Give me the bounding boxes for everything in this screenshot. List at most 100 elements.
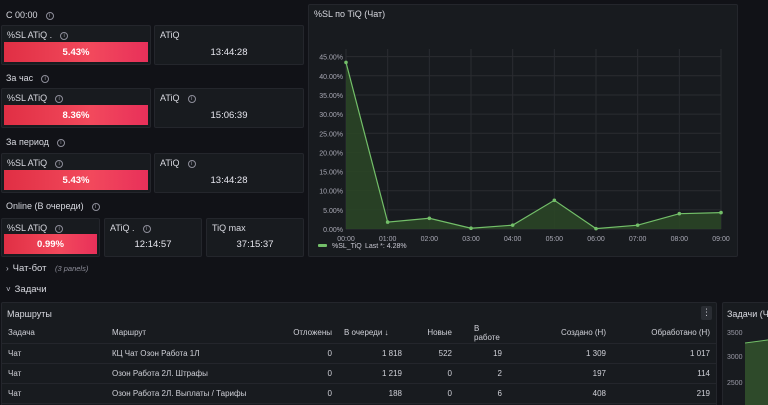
data-point (594, 226, 598, 231)
x-tick-label: 00:00 (337, 236, 355, 243)
info-icon[interactable]: i (187, 159, 196, 168)
cell-queue: 188 (338, 383, 408, 404)
y-tick: 3500 (727, 330, 743, 337)
col-header[interactable]: Обработано (Н) (612, 323, 716, 344)
info-icon[interactable]: i (55, 94, 64, 103)
cell-task: Чат (2, 343, 106, 364)
atiq-value: 13:44:28 (210, 174, 248, 186)
cell-route: КЦ Чат Озон Работа 1Л (106, 343, 272, 364)
col-header[interactable]: Создано (Н) (508, 323, 612, 344)
info-icon[interactable]: i (60, 31, 69, 40)
cell-in-work: 19 (458, 343, 508, 364)
panel-title: %SL ATiQ (7, 158, 48, 168)
sl-atiq-panel-1: %SL ATiQ . i 5.43% (1, 25, 151, 65)
atiq-panel-3: ATiQ i 13:44:28 (154, 153, 304, 193)
col-header[interactable]: Маршрут (106, 323, 272, 344)
section-since-midnight: С 00:00 i (6, 10, 54, 20)
y-tick-label: 35.00% (319, 93, 343, 100)
legend-swatch (318, 244, 327, 247)
info-icon[interactable]: i (55, 224, 64, 233)
cell-task: Чат (2, 363, 106, 384)
sl-tiq-chart-panel: %SL по TiQ (Чат) 0.00% 5.00% 10.00% 15.00% 2… (308, 4, 738, 257)
atiq-panel-4: ATiQ . i 12:14:57 (104, 218, 202, 257)
chevron-right-icon: › (6, 264, 9, 273)
tasks-panel-title: Задачи (Ча (727, 309, 768, 319)
info-icon[interactable]: i (56, 138, 65, 147)
atiq-value: 12:14:57 (134, 238, 172, 250)
routes-panel: Маршруты ⋮ Задача Маршрут Отложены В оче… (1, 302, 717, 405)
sl-value: 8.36% (4, 105, 148, 125)
data-point (719, 210, 723, 215)
sl-value: 5.43% (4, 42, 148, 62)
y-tick-label: 20.00% (319, 150, 343, 157)
atiq-panel-2: ATiQ i 15:06:39 (154, 88, 304, 128)
data-point (469, 226, 473, 231)
tiq-max-panel: TiQ max 37:15:37 (206, 218, 304, 257)
data-point (635, 223, 640, 227)
section-per-period: За период i (6, 137, 65, 147)
sl-atiq-panel-4: %SL ATiQ i 0.99% (1, 218, 100, 257)
col-header[interactable]: Задача (2, 323, 106, 344)
series-line (345, 62, 722, 230)
section-per-hour-label: За час (6, 73, 34, 83)
cell-new: 0 (408, 363, 458, 384)
info-icon[interactable]: i (41, 74, 50, 83)
info-icon[interactable]: i (142, 224, 151, 233)
cell-created: 197 (508, 363, 612, 384)
y-tick-label: 30.00% (319, 112, 343, 119)
data-point (385, 220, 390, 224)
tasks-chat-panel: Задачи (Ча 3500 3000 2500 (722, 302, 768, 405)
panel-title: %SL ATiQ . (7, 30, 53, 40)
table-row: Чат Озон Работа 2Л. Выплаты / Тарифы 0 1… (2, 383, 716, 404)
col-header[interactable]: Отложены (272, 323, 338, 344)
table-header-row: Задача Маршрут Отложены В очереди ↓ Новы… (2, 323, 716, 344)
info-icon[interactable]: i (91, 202, 100, 211)
panel-title: ATiQ (160, 93, 180, 103)
x-tick-label: 03:00 (462, 236, 480, 243)
table-row: Чат КЦ Чат Озон Работа 1Л 0 1 818 522 19… (2, 343, 716, 364)
sl-atiq-panel-2: %SL ATiQ i 8.36% (1, 88, 151, 128)
atiq-panel-1: ATiQ 13:44:28 (154, 25, 304, 65)
row-chatbot[interactable]: › Чат-бот (3 panels) (6, 263, 88, 274)
info-icon[interactable]: i (187, 94, 196, 103)
chevron-down-icon: ˅ (6, 285, 11, 294)
x-tick-label: 01:00 (379, 236, 397, 243)
x-tick-label: 02:00 (421, 236, 439, 243)
x-tick-label: 05:00 (546, 236, 564, 243)
series-area (346, 62, 721, 230)
col-header[interactable]: В очереди ↓ (338, 323, 408, 344)
y-tick-label: 5.00% (323, 208, 343, 215)
section-online-label: Online (В очереди) (6, 201, 84, 211)
routes-title: Маршруты (7, 309, 52, 319)
cell-deferred: 0 (272, 343, 338, 364)
panel-menu-icon[interactable]: ⋮ (701, 306, 712, 320)
routes-table: Задача Маршрут Отложены В очереди ↓ Новы… (2, 323, 716, 404)
data-point (510, 223, 515, 227)
chart-title: %SL по TiQ (Чат) (314, 9, 386, 19)
col-header[interactable]: Новые (408, 323, 458, 344)
data-point (677, 211, 682, 216)
sl-tiq-chart: 0.00% 5.00% 10.00% 15.00% 20.00% 25.00% 30.00%… (318, 49, 730, 250)
x-tick-label: 07:00 (629, 236, 647, 243)
info-icon[interactable]: i (45, 11, 54, 20)
y-tick-label: 10.00% (319, 189, 343, 196)
x-tick-label: 04:00 (504, 236, 522, 243)
data-point (552, 198, 557, 203)
col-header[interactable]: В работе (458, 323, 508, 344)
panel-title: ATiQ . (110, 223, 135, 233)
section-per-hour: За час i (6, 73, 50, 83)
cell-new: 0 (408, 383, 458, 404)
data-point (427, 216, 432, 221)
sl-value: 5.43% (4, 170, 148, 190)
cell-in-work: 6 (458, 383, 508, 404)
sl-value: 0.99% (4, 234, 97, 254)
row-chatbot-count: (3 panels) (54, 264, 89, 273)
x-tick-label: 06:00 (587, 236, 605, 243)
y-tick-label: 25.00% (319, 131, 343, 138)
panel-title: ATiQ (160, 30, 180, 40)
cell-in-work: 2 (458, 363, 508, 384)
panel-title: ATiQ (160, 158, 180, 168)
row-tasks[interactable]: ˅ Задачи (6, 284, 47, 295)
tasks-chart-fragment (745, 339, 768, 405)
info-icon[interactable]: i (55, 159, 64, 168)
